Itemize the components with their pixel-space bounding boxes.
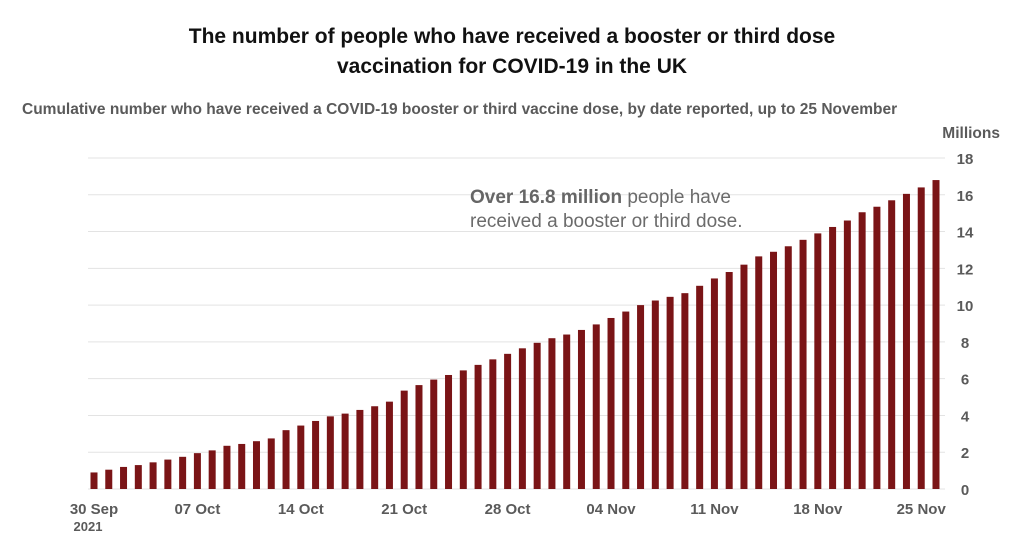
bar [312,420,320,489]
bar [651,300,659,489]
bar [622,311,630,489]
bar [784,246,792,489]
bar [932,180,940,489]
bar [193,453,201,489]
y-tick-label: 2 [961,445,969,462]
annotation-highlight: Over 16.8 million [470,187,623,208]
bar [770,251,778,489]
bar [696,285,704,489]
x-tick-label: 07 Oct [174,501,220,518]
bar [179,456,187,489]
bar [681,293,689,489]
bar [149,462,157,489]
y-tick-label: 4 [961,408,970,425]
x-tick-label: 04 Nov [586,501,636,518]
bar [415,385,423,489]
bar [90,472,98,489]
y-axis-unit-label: Millions [942,125,1000,142]
bar [710,278,718,489]
y-tick-label: 6 [961,372,969,389]
bar [607,317,615,489]
bar [858,212,866,489]
bar [563,334,571,489]
bar [164,459,172,489]
bar [371,406,379,489]
bar [459,370,467,489]
bar [297,425,305,489]
bar [902,193,910,490]
x-tick-label: 25 Nov [897,501,947,518]
bar-series [90,180,940,490]
bar [282,430,290,489]
x-tick-label: 21 Oct [381,501,427,518]
x-tick-label: 11 Nov [690,501,739,518]
y-tick-label: 8 [961,335,969,352]
bar [120,466,128,489]
chart-subtitle: Cumulative number who have received a CO… [22,101,898,118]
bar [814,233,822,489]
chart-title-line-2: vaccination for COVID-19 in the UK [336,55,688,78]
bar [666,296,674,489]
annotation-text: people have received a booster or third … [470,187,743,232]
bar [445,374,453,489]
bar [208,450,216,489]
x-tick-label: 30 Sep [70,501,118,518]
bar [917,187,925,490]
chart-title-line-1: The number of people who have received a… [188,25,836,48]
bar [105,469,113,489]
y-axis-ticks: 0 2 4 6 8 10 12 14 16 18 [957,151,974,499]
bar [223,445,231,489]
y-tick-label: 0 [961,482,969,499]
bar [533,342,541,489]
y-tick-label: 10 [957,298,974,315]
bar [134,465,142,489]
bar [326,416,334,489]
bar [740,264,748,489]
bar [592,324,600,489]
bar [725,272,733,489]
y-tick-label: 18 [957,151,974,168]
bar [799,239,807,489]
bar [489,359,497,489]
bar [829,226,837,489]
bar [238,443,246,489]
bar [400,390,408,489]
bar [577,329,585,489]
bar [843,220,851,489]
bar [518,348,526,489]
x-axis-year-label: 2021 [74,519,103,534]
y-tick-label: 14 [957,225,974,242]
annotation: Over 16.8 million people have received a… [470,186,750,234]
bar [341,413,349,489]
x-tick-label: 18 Nov [793,501,843,518]
bar [430,379,438,489]
bar [504,353,512,489]
bar [474,364,482,490]
x-tick-label: 28 Oct [485,501,531,518]
y-tick-label: 12 [957,261,974,278]
chart-title: The number of people who have received a… [0,22,1024,82]
bar [548,338,556,489]
x-axis-ticks: 30 Sep 07 Oct 14 Oct 21 Oct 28 Oct 04 Nov 11 N… [70,501,947,534]
bar [267,438,275,489]
bar [873,206,881,490]
bar [637,305,645,489]
x-tick-label: 14 Oct [278,501,324,518]
bar [385,401,393,489]
y-tick-label: 16 [957,188,974,205]
bar [252,441,260,489]
bar [888,200,896,490]
bar [356,409,364,489]
bar [755,256,763,489]
